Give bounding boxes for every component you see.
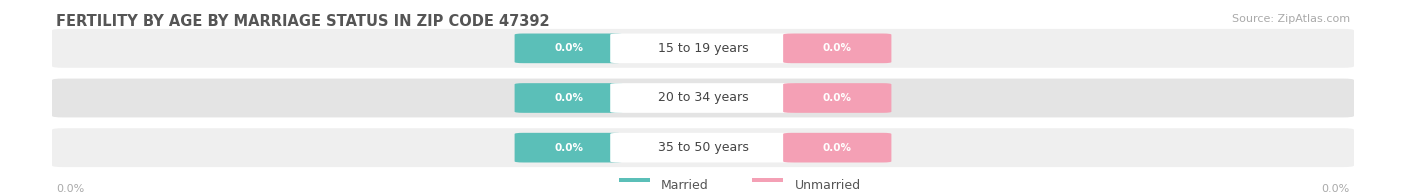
Text: FERTILITY BY AGE BY MARRIAGE STATUS IN ZIP CODE 47392: FERTILITY BY AGE BY MARRIAGE STATUS IN Z… bbox=[56, 14, 550, 29]
FancyBboxPatch shape bbox=[515, 83, 623, 113]
FancyBboxPatch shape bbox=[515, 133, 623, 162]
FancyBboxPatch shape bbox=[610, 34, 796, 63]
Text: Married: Married bbox=[661, 179, 709, 192]
FancyBboxPatch shape bbox=[52, 128, 1354, 167]
Text: 0.0%: 0.0% bbox=[823, 93, 852, 103]
FancyBboxPatch shape bbox=[610, 83, 796, 113]
FancyBboxPatch shape bbox=[52, 29, 1354, 68]
FancyBboxPatch shape bbox=[783, 133, 891, 162]
Text: 0.0%: 0.0% bbox=[554, 43, 583, 53]
Text: Source: ZipAtlas.com: Source: ZipAtlas.com bbox=[1232, 14, 1350, 24]
FancyBboxPatch shape bbox=[783, 34, 891, 63]
FancyBboxPatch shape bbox=[52, 79, 1354, 117]
FancyBboxPatch shape bbox=[783, 83, 891, 113]
FancyBboxPatch shape bbox=[619, 178, 650, 182]
Text: 0.0%: 0.0% bbox=[823, 43, 852, 53]
Text: Unmarried: Unmarried bbox=[794, 179, 860, 192]
Text: 35 to 50 years: 35 to 50 years bbox=[658, 141, 748, 154]
Text: 0.0%: 0.0% bbox=[554, 143, 583, 153]
Text: 0.0%: 0.0% bbox=[56, 184, 84, 194]
Text: 0.0%: 0.0% bbox=[554, 93, 583, 103]
Text: 20 to 34 years: 20 to 34 years bbox=[658, 92, 748, 104]
Text: 0.0%: 0.0% bbox=[823, 143, 852, 153]
FancyBboxPatch shape bbox=[515, 34, 623, 63]
Text: 0.0%: 0.0% bbox=[1322, 184, 1350, 194]
Text: 15 to 19 years: 15 to 19 years bbox=[658, 42, 748, 55]
FancyBboxPatch shape bbox=[610, 133, 796, 162]
FancyBboxPatch shape bbox=[752, 178, 783, 182]
